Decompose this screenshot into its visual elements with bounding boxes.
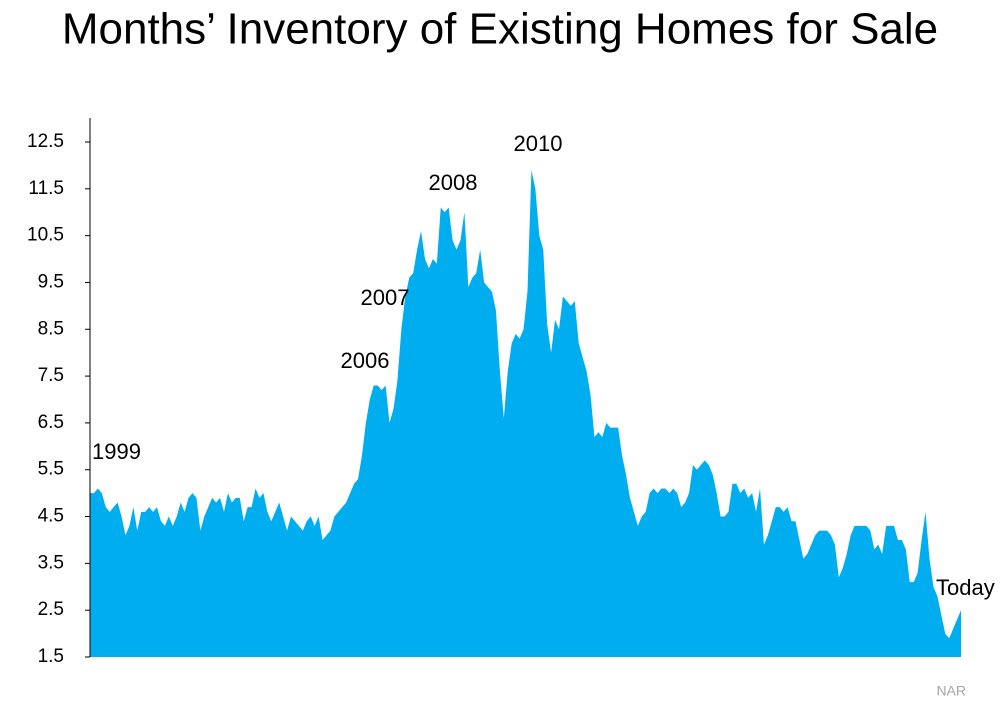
y-tick-label: 5.5: [38, 459, 64, 480]
y-tick-label: 7.5: [38, 365, 64, 386]
chart-title: Months’ Inventory of Existing Homes for …: [62, 5, 938, 54]
y-tick-label: 9.5: [38, 271, 64, 292]
y-tick-label: 12.5: [27, 131, 64, 152]
annotation: 1999: [92, 439, 141, 464]
y-tick-label: 10.5: [27, 225, 64, 246]
annotation: 2010: [514, 131, 563, 156]
y-tick-label: 3.5: [38, 552, 64, 573]
annotation: 2006: [341, 348, 390, 373]
y-tick-label: 6.5: [38, 412, 64, 433]
annotation: Today: [936, 575, 995, 600]
area: [90, 170, 961, 657]
y-tick-label: 8.5: [38, 318, 64, 339]
y-tick-label: 4.5: [38, 506, 64, 527]
source: NAR: [936, 683, 966, 699]
y-tick-label: 1.5: [38, 646, 64, 667]
annotation: 2007: [361, 285, 410, 310]
y-tick-label: 2.5: [38, 599, 64, 620]
annotation: 2008: [429, 170, 478, 195]
y-tick-label: 11.5: [28, 178, 64, 199]
